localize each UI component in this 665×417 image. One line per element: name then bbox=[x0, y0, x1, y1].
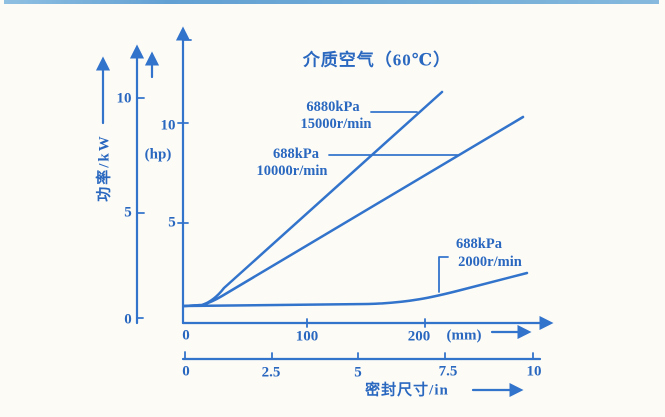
kw-tick-label-0: 0 bbox=[124, 311, 132, 328]
y-axis-title: 功率/kW bbox=[96, 134, 113, 202]
in-tick-label-0: 0 bbox=[182, 363, 190, 380]
hp-tick-label-5: 5 bbox=[168, 214, 176, 231]
series3-label-pressure: 688kPa bbox=[456, 235, 502, 252]
in-tick-label-5: 5 bbox=[354, 364, 362, 381]
top-border-bar bbox=[4, 0, 659, 4]
kw-tick-label-10: 10 bbox=[116, 90, 132, 107]
hp-unit-label: (hp) bbox=[144, 146, 172, 163]
in-tick-label-10: 10 bbox=[526, 363, 542, 380]
series2-label-speed: 10000r/min bbox=[256, 162, 328, 179]
mm-tick-label-100: 100 bbox=[295, 328, 319, 345]
kw-tick-label-5: 5 bbox=[124, 204, 132, 221]
x-axis-title: 密封尺寸/in bbox=[365, 382, 449, 399]
series-line-688kpa-2000rmin bbox=[182, 271, 529, 308]
mm-tick-label-0: 0 bbox=[182, 327, 190, 344]
mm-unit-label: (mm) bbox=[446, 327, 482, 344]
in-tick-label-7-5: 7.5 bbox=[438, 363, 458, 380]
series1-label-pressure: 6880kPa bbox=[306, 98, 360, 115]
in-tick-label-2-5: 2.5 bbox=[261, 364, 281, 381]
series1-label-speed: 15000r/min bbox=[300, 115, 372, 132]
mm-tick-label-200: 200 bbox=[407, 328, 431, 345]
series2-label-pressure: 688kPa bbox=[273, 145, 319, 162]
leader-bracket-series3 bbox=[438, 256, 449, 293]
chart-title: 介质空气（60℃） bbox=[302, 50, 452, 70]
series3-label-speed: 2000r/min bbox=[458, 253, 522, 270]
hp-tick-label-10: 10 bbox=[160, 117, 176, 134]
